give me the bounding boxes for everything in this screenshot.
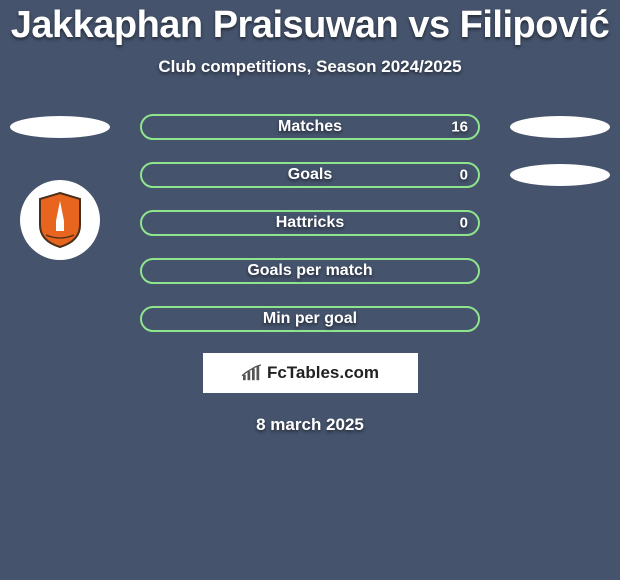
date-label: 8 march 2025 [0,415,620,435]
stat-pill: Goals 0 [140,162,480,188]
stat-pill: Hattricks 0 [140,210,480,236]
bar-chart-icon [241,364,263,382]
club-badge-left [20,180,120,280]
stat-pill: Min per goal [140,306,480,332]
stat-pill: Matches 16 [140,114,480,140]
stat-label: Hattricks [276,214,344,232]
stat-label: Goals [288,166,332,184]
stat-value: 16 [451,119,468,136]
badge-circle [20,180,100,260]
right-ellipse [510,116,610,138]
stat-label: Goals per match [247,262,372,280]
stat-value: 0 [460,167,468,184]
left-ellipse [10,116,110,138]
brand-box: FcTables.com [203,353,418,393]
stat-row: Min per goal [0,305,620,333]
stat-pill: Goals per match [140,258,480,284]
stat-row: Matches 16 [0,113,620,141]
subtitle: Club competitions, Season 2024/2025 [0,57,620,77]
shield-icon [36,191,84,249]
stat-label: Min per goal [263,310,357,328]
brand-text: FcTables.com [267,363,379,383]
right-ellipse [510,164,610,186]
page-title: Jakkaphan Praisuwan vs Filipović [0,0,620,47]
stat-value: 0 [460,215,468,232]
stat-label: Matches [278,118,342,136]
